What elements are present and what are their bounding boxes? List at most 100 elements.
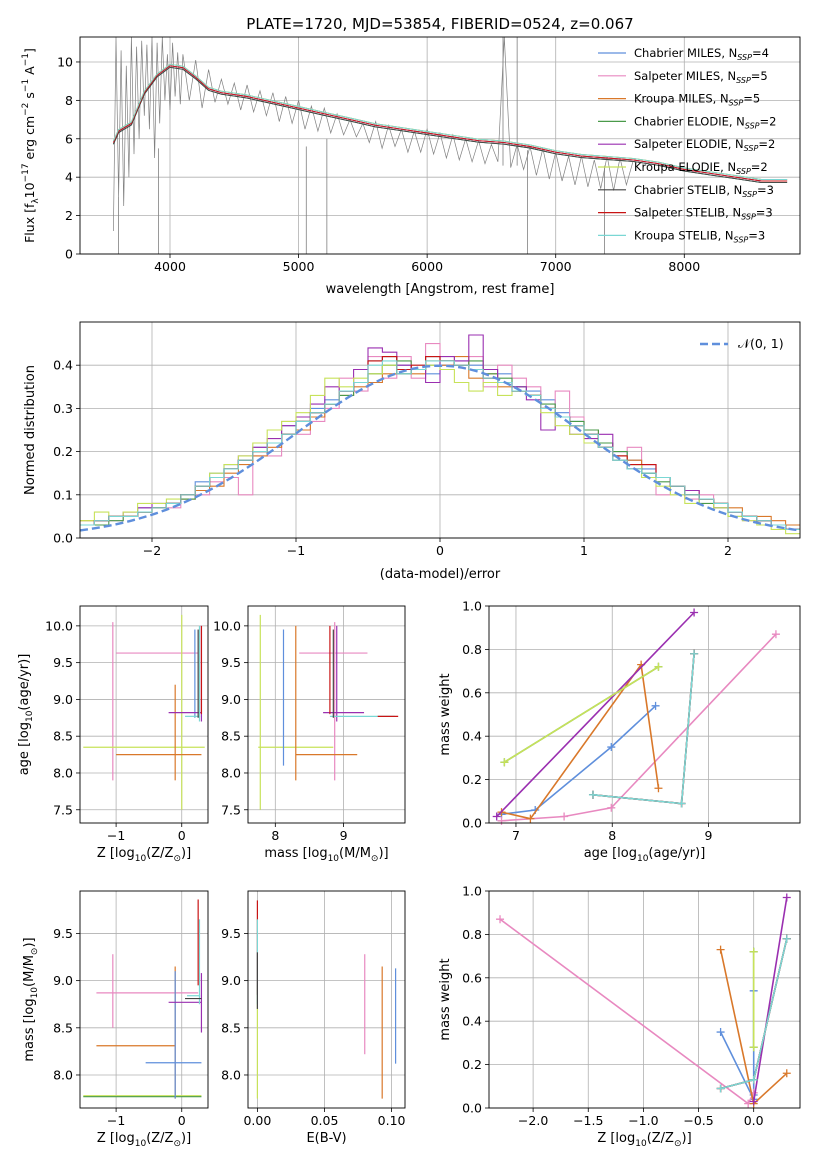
label-part: SSP xyxy=(737,53,752,62)
label-part: 10 xyxy=(328,854,340,864)
x-tick-label: 8000 xyxy=(668,259,700,274)
label-part: =3 xyxy=(757,183,774,197)
series-line xyxy=(496,611,695,818)
label-part: Z [log xyxy=(597,1131,635,1146)
y-tick-label: 9.5 xyxy=(221,926,241,941)
label-part: ⊙ xyxy=(371,854,379,864)
y-tick-label: 9.0 xyxy=(221,692,241,707)
grid xyxy=(248,606,405,823)
label-part: λ xyxy=(31,198,41,204)
label-part: Z [log xyxy=(97,846,135,861)
label-part: Chabrier MILES, N xyxy=(634,46,737,60)
y-tick-label: 9.0 xyxy=(53,692,73,707)
label-part: Chabrier STELIB, N xyxy=(634,183,742,197)
label-part: )] xyxy=(181,846,191,861)
x-tick-label: −0.5 xyxy=(683,1113,713,1128)
y-axis-label: Normed distribution xyxy=(23,365,38,495)
y-tick-label: 10.0 xyxy=(45,618,73,633)
y-tick-label: 0.3 xyxy=(53,401,73,416)
data-point-marker xyxy=(771,630,780,639)
label-part: Flux [f xyxy=(22,203,37,243)
axes-frame xyxy=(79,321,801,539)
label-part: =4 xyxy=(752,46,769,60)
x-tick-label: 0.10 xyxy=(378,1113,406,1128)
y-tick-label: 0.0 xyxy=(53,531,73,546)
data-point-marker xyxy=(690,649,699,658)
data-point-marker xyxy=(651,701,660,710)
label-part: ⊙ xyxy=(173,854,181,864)
label-part: =2 xyxy=(760,114,777,128)
y-tick-label: 10.0 xyxy=(213,618,241,633)
legend-entry: Chabrier ELODIE, NSSP=2 xyxy=(634,114,776,130)
axes-frame xyxy=(488,605,801,824)
figure-title: PLATE=1720, MJD=53854, FIBERID=0524, z=0… xyxy=(246,15,633,33)
label-part: (Z/Z xyxy=(146,1131,173,1146)
label-part: 10 xyxy=(135,1139,147,1149)
label-part: (Z/Z xyxy=(647,1131,674,1146)
data-point-marker xyxy=(716,1028,725,1037)
label-part: Salpeter STELIB, N xyxy=(634,206,741,220)
axes-frame xyxy=(79,605,209,824)
y-axis-label: Flux [fλ10−17 erg cm−2 s−1 A−1] xyxy=(21,48,41,243)
chart-age_vs_Z: −1 07.58.08.59.09.510.0Z [log10(Z/Z⊙)]age… xyxy=(17,605,209,864)
chart-mass_vs_Z: −1 08.08.59.09.5Z [log10(Z/Z⊙)]mass [log1… xyxy=(22,890,209,1149)
x-tick-label: −1.5 xyxy=(573,1113,603,1128)
chart-age_vs_mass: 8 9 7.5 8.0 8.5 9.0 9.5 10.0 mass [log10(M/M⊙)] xyxy=(213,605,406,864)
x-tick-label: 2 xyxy=(724,543,732,558)
chart-mw_vs_age: 7 8 9 0.0 0.2 0.4 0.6 0.8 1.0 age [log10(age/yr)]… xyxy=(438,599,801,864)
x-axis-label: wavelength [Angstrom, rest frame] xyxy=(326,282,555,297)
label-part: SSP xyxy=(734,235,749,244)
y-tick-label: 8 xyxy=(65,93,73,108)
label-part: Kroupa ELODIE, N xyxy=(634,160,736,174)
label-part: Z [log xyxy=(97,1131,135,1146)
model-spectrum-line xyxy=(112,65,788,182)
y-tick-label: 1.0 xyxy=(462,599,482,614)
label-part: ⊙ xyxy=(674,1139,682,1149)
x-tick-label: 0.0 xyxy=(744,1113,764,1128)
series-line xyxy=(503,666,659,763)
data-point-marker xyxy=(526,814,535,823)
x-tick-label: 0.00 xyxy=(243,1113,271,1128)
label-part: SSP xyxy=(729,99,744,108)
x-axis-label: Z [log10(Z/Z⊙)] xyxy=(97,846,191,864)
y-tick-label: 6 xyxy=(65,131,73,146)
label-part: mass [log xyxy=(264,846,327,861)
y-tick-label: 0.4 xyxy=(53,358,73,373)
x-tick-label: −1 xyxy=(287,543,305,558)
histogram-step-line xyxy=(80,360,800,530)
x-tick-label: 1 xyxy=(580,543,588,558)
data-point-marker xyxy=(500,758,509,767)
model-spectrum-line xyxy=(112,63,788,180)
data-point-marker xyxy=(496,915,505,924)
data-point-marker xyxy=(749,1075,758,1084)
y-tick-label: 9.5 xyxy=(221,655,241,670)
y-tick-label: 8.0 xyxy=(221,765,241,780)
x-axis-label: (data-model)/error xyxy=(380,567,501,582)
legend-entry: Kroupa STELIB, NSSP=3 xyxy=(634,228,765,244)
label-part: (age/yr)] xyxy=(17,654,32,711)
x-tick-label: −2.0 xyxy=(518,1113,548,1128)
chart-mass_vs_EBV: 0.00 0.05 0.10 8.0 8.5 9.0 9.5 E(B-V) xyxy=(221,890,406,1146)
data-point-marker xyxy=(749,1043,758,1052)
label-part: SSP xyxy=(736,76,751,85)
y-tick-label: 0.0 xyxy=(462,1101,482,1116)
x-tick-label: 5000 xyxy=(283,259,315,274)
label-part: 10 xyxy=(30,987,40,999)
legend-entry: Chabrier MILES, NSSP=4 xyxy=(634,46,769,62)
grid xyxy=(80,37,800,255)
y-tick-label: 9.5 xyxy=(53,926,73,941)
legend-entry: Kroupa MILES, NSSP=5 xyxy=(634,92,760,108)
data-point-marker xyxy=(497,816,506,825)
data-spectrum-line xyxy=(113,37,634,232)
y-tick-label: 0 xyxy=(65,247,73,262)
y-tick-label: 0.2 xyxy=(462,1057,482,1072)
label-part: ] xyxy=(22,48,37,53)
y-tick-label: 0.6 xyxy=(462,970,482,985)
data-point-marker xyxy=(749,947,758,956)
x-tick-label: 7 xyxy=(512,828,520,843)
x-axis-label: Z [log10(Z/Z⊙)] xyxy=(597,1131,691,1149)
y-tick-label: 8.0 xyxy=(53,1067,73,1082)
